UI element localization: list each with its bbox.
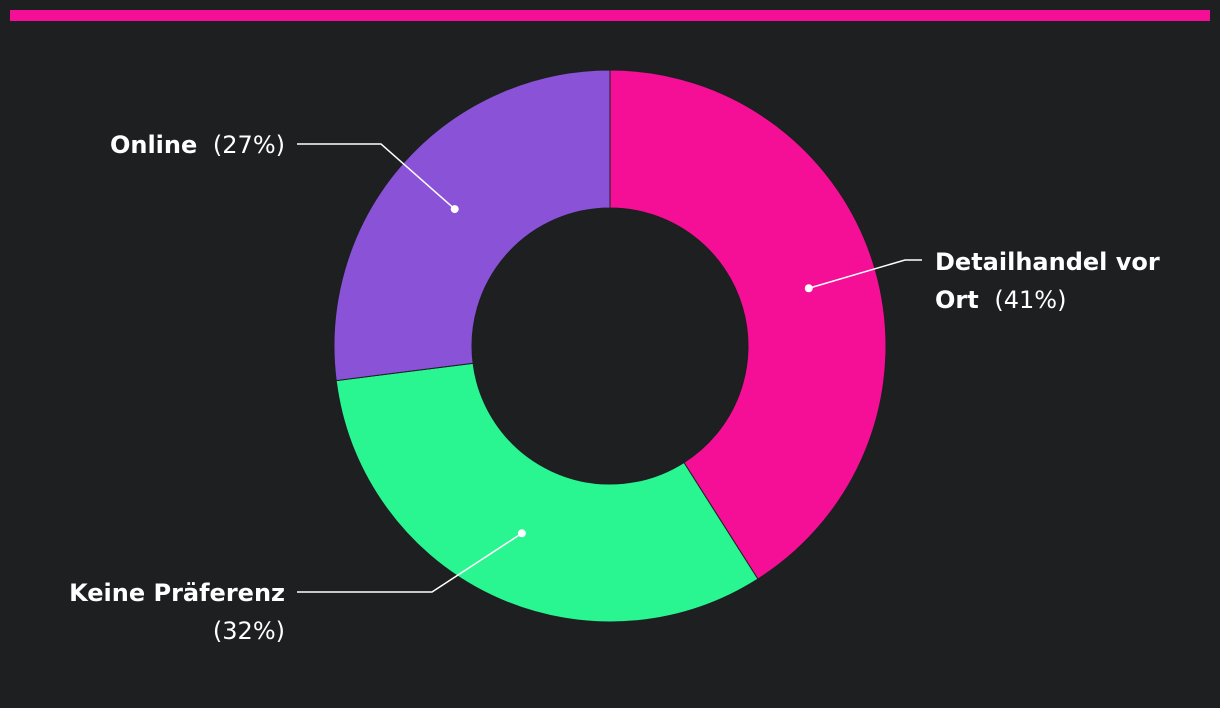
label-detailhandel-line2: Ort xyxy=(935,286,979,314)
accent-top-bar xyxy=(10,10,1210,21)
chart-slices xyxy=(333,69,887,623)
label-keine-praeferenz-pct-line: (32%) xyxy=(213,617,285,645)
leader-line-2 xyxy=(297,143,456,210)
label-keine-praeferenz-percent: (32%) xyxy=(213,617,285,645)
leader-line-0 xyxy=(808,259,922,289)
label-detailhandel: Detailhandel vor Ort (41%) xyxy=(935,248,1167,314)
leader-dot-2 xyxy=(450,205,459,214)
label-keine-praeferenz-line1: Keine Präferenz xyxy=(69,579,285,607)
slice-detailhandel-vor-ort xyxy=(609,69,887,580)
label-detailhandel-percent: (41%) xyxy=(994,286,1066,314)
leader-line-1 xyxy=(297,532,523,593)
slice-online xyxy=(333,69,611,382)
slice-keine-pr-ferenz xyxy=(335,362,759,623)
label-detailhandel-line1: Detailhandel vor xyxy=(935,248,1160,276)
label-online: Online (27%) xyxy=(110,131,285,159)
label-keine-praeferenz: Keine Präferenz xyxy=(69,579,285,607)
leader-dot-1 xyxy=(517,529,526,538)
label-online-line1: Online xyxy=(110,131,197,159)
chart-leader-lines xyxy=(297,143,922,593)
leader-dot-0 xyxy=(804,284,813,293)
label-online-percent: (27%) xyxy=(213,131,285,159)
